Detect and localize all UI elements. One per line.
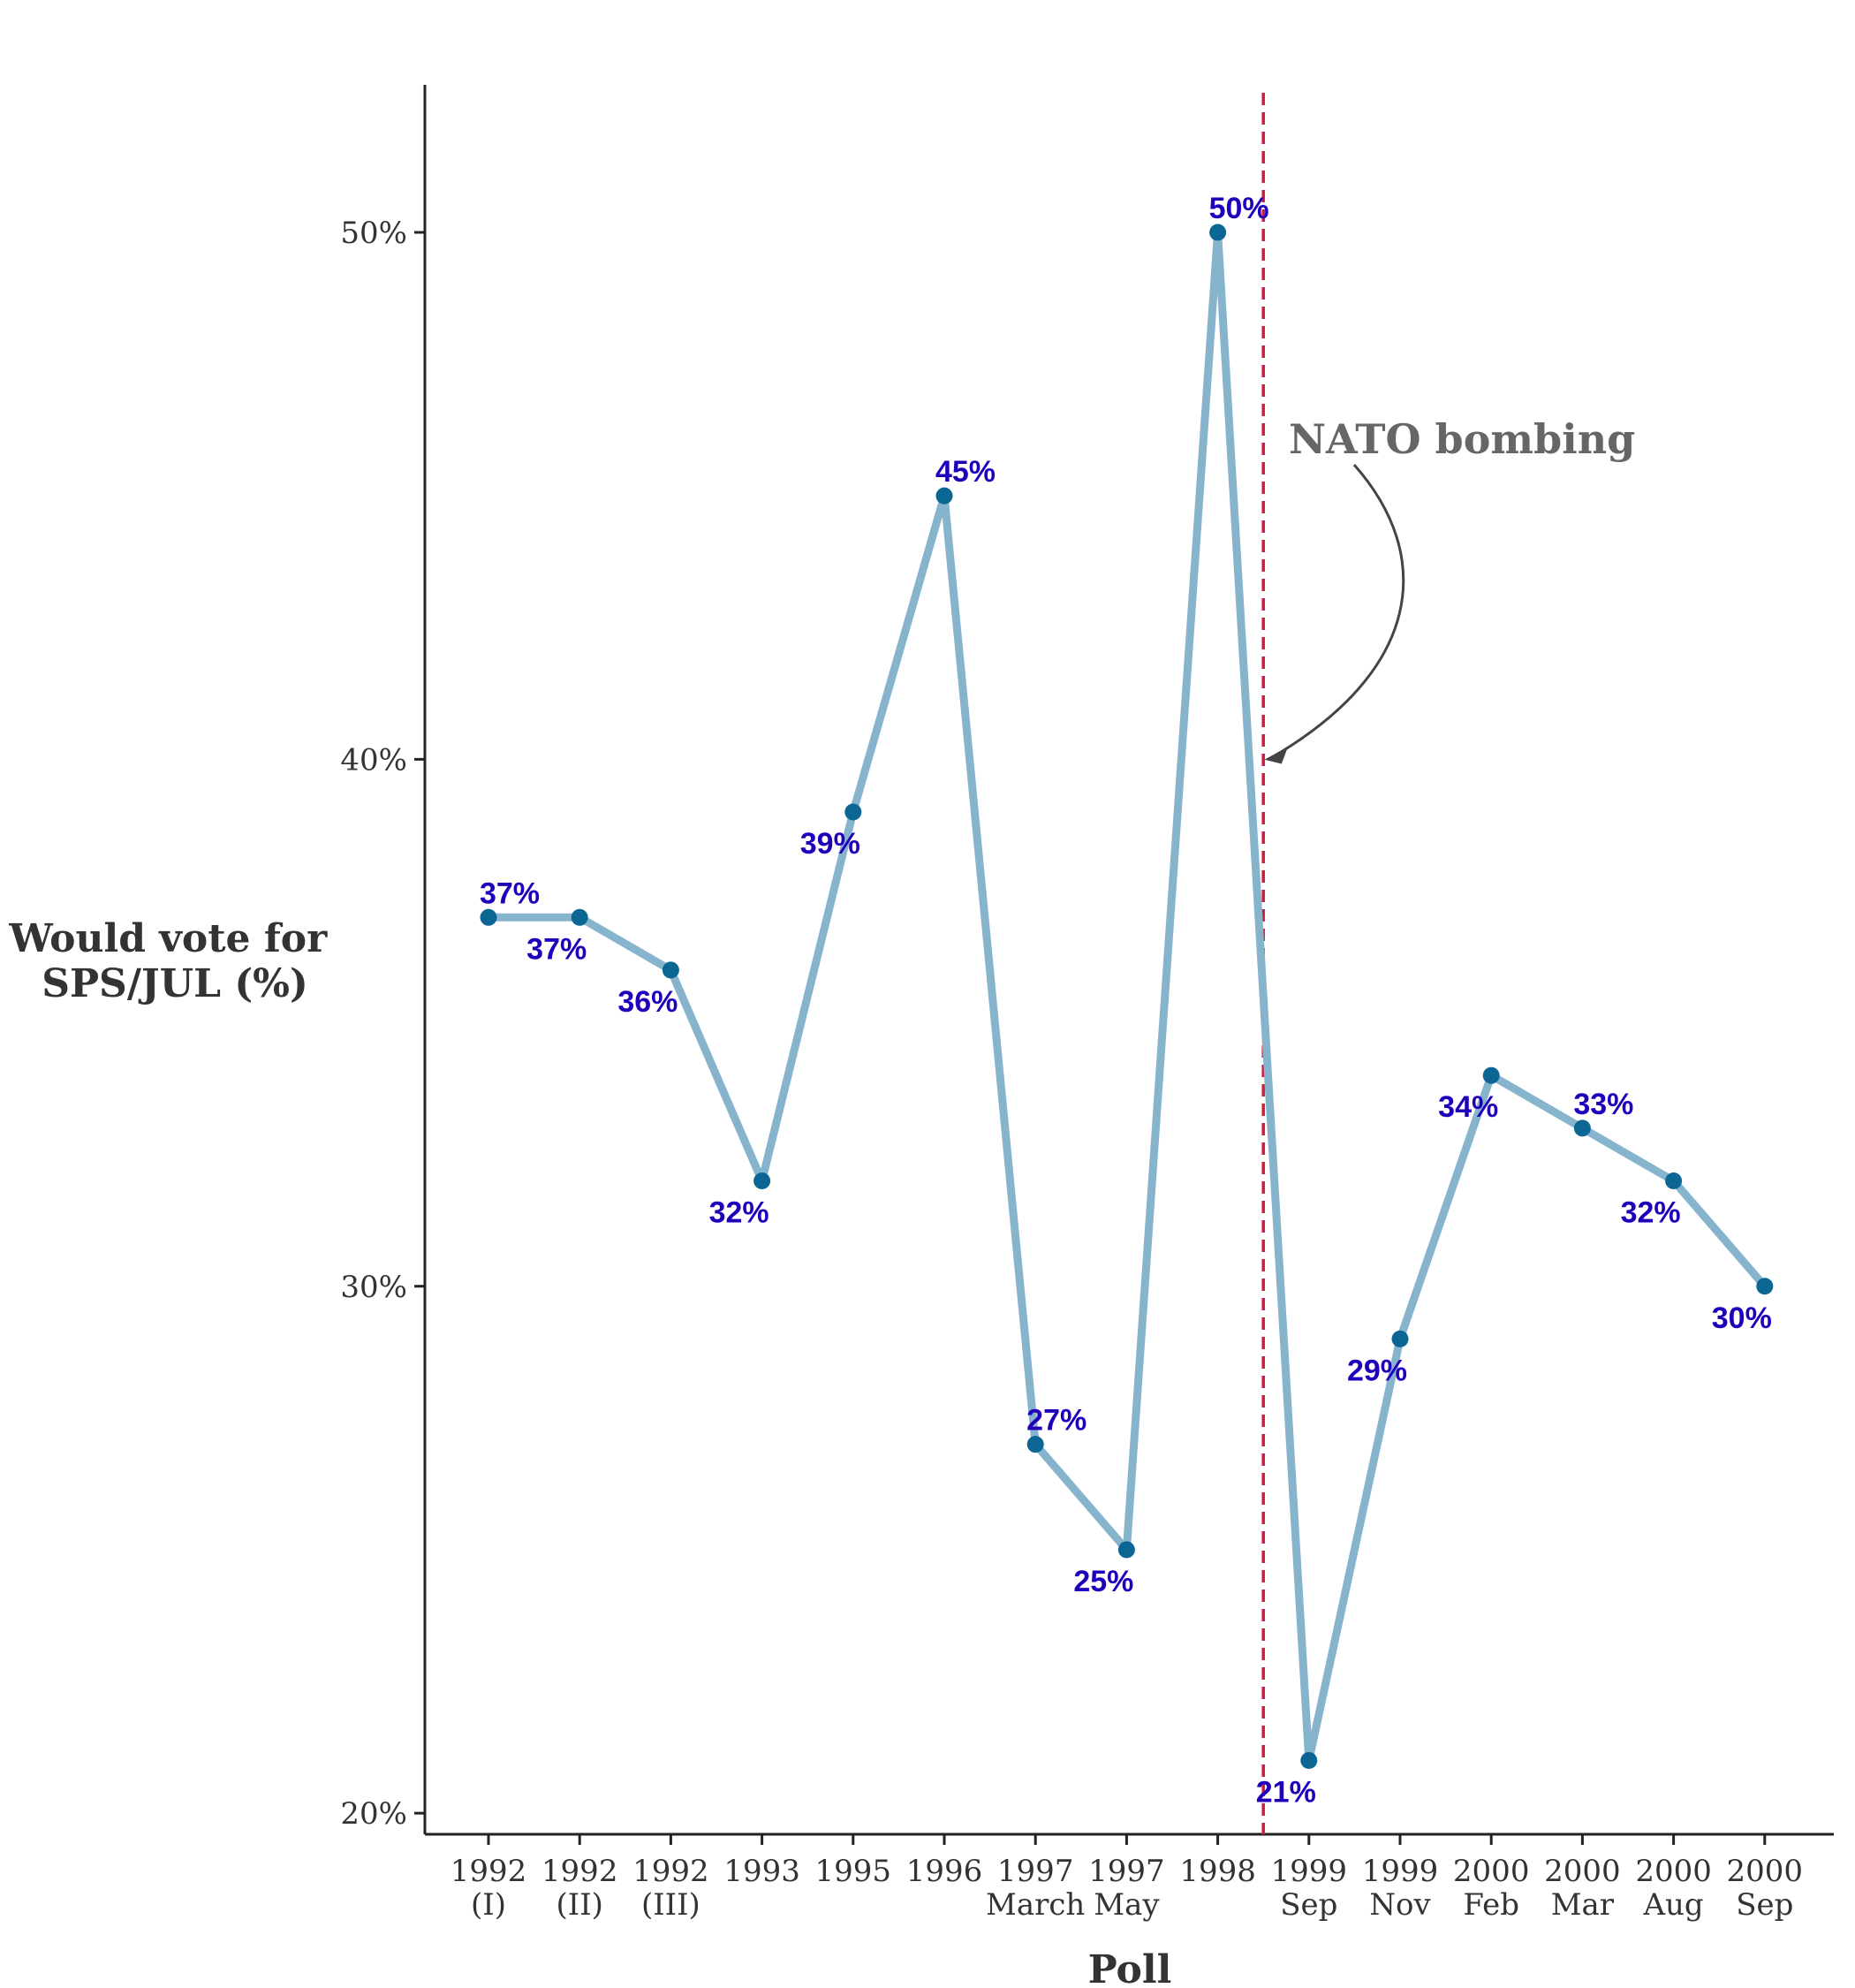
x-tick-label: 1992 (I) [450, 1854, 527, 1923]
data-point [935, 487, 953, 505]
data-label: 27% [1026, 1404, 1086, 1438]
x-tick-label: 1995 [815, 1854, 892, 1889]
data-label: 32% [1621, 1195, 1681, 1229]
data-point [571, 908, 588, 926]
annotation-arrowhead [1264, 747, 1289, 764]
data-label: 34% [1438, 1090, 1498, 1124]
x-tick-label: 1999 Nov [1362, 1854, 1439, 1923]
x-axis: 1992 (I)1992 (II)1992 (III)1993 1995 1996 1997… [425, 1832, 1834, 1923]
y-tick-label: 50% [340, 216, 407, 251]
x-tick-label: 1999 Sep [1271, 1854, 1348, 1923]
data-label: 25% [1073, 1565, 1133, 1598]
data-label: 50% [1209, 192, 1269, 225]
x-ticks: 1992 (I)1992 (II)1992 (III)1993 1995 1996 1997… [450, 1834, 1803, 1923]
data-label: 37% [526, 932, 587, 966]
x-tick-label: 2000 Sep [1727, 1854, 1804, 1923]
data-point [1665, 1172, 1683, 1189]
data-point [1482, 1066, 1500, 1084]
data-point [1391, 1330, 1409, 1347]
y-ticks: 20% 30% 40% 50% [340, 216, 425, 1832]
data-point [1573, 1119, 1591, 1137]
data-point [1026, 1436, 1044, 1453]
x-tick-label: 1997 March [986, 1854, 1085, 1923]
data-label: 39% [800, 827, 860, 861]
y-tick-label: 30% [340, 1270, 407, 1305]
data-label: 29% [1347, 1354, 1407, 1387]
x-tick-label: 1998 [1179, 1854, 1256, 1889]
data-labels: 37% 37% 36% 32% 39% 45% 27% 25% 50% 21% 29% 34% 33% 3… [480, 192, 1772, 1810]
annotation-text: NATO bombing [1289, 415, 1635, 463]
data-point [753, 1172, 771, 1189]
annotation-arrow [1268, 464, 1405, 761]
x-tick-label: 1997 May [1088, 1854, 1165, 1923]
data-label: 37% [480, 876, 540, 910]
data-point [844, 803, 862, 821]
data-point [480, 908, 497, 926]
y-axis-title-line-1: Would vote for [8, 916, 328, 961]
y-axis-title: Would vote for SPS/JUL (%) [8, 916, 340, 1006]
y-tick-label: 40% [340, 742, 407, 778]
y-tick-label: 20% [340, 1796, 407, 1832]
annotation: NATO bombing [1264, 415, 1635, 764]
data-point [1300, 1752, 1318, 1770]
data-point [1209, 224, 1227, 241]
y-axis-title-line-2: SPS/JUL (%) [42, 961, 308, 1006]
x-tick-label: 2000 Feb [1453, 1854, 1530, 1923]
y-axis: 20% 30% 40% 50% [340, 85, 427, 1834]
data-point [1756, 1278, 1774, 1295]
x-tick-label: 2000 Aug [1635, 1854, 1712, 1923]
x-tick-label: 2000 Mar [1544, 1854, 1621, 1923]
data-label: 32% [709, 1195, 769, 1229]
x-tick-label: 1993 [723, 1854, 800, 1889]
data-point [662, 961, 679, 979]
x-tick-label: 1992 (III) [632, 1854, 709, 1923]
data-label: 33% [1573, 1088, 1633, 1121]
x-axis-title: Poll [1088, 1947, 1172, 1988]
data-label: 21% [1256, 1776, 1316, 1810]
data-label: 36% [617, 985, 678, 1019]
data-point [1117, 1541, 1135, 1559]
data-points [480, 224, 1774, 1770]
data-label: 45% [935, 455, 996, 489]
x-tick-label: 1996 [906, 1854, 983, 1889]
x-tick-label: 1992 (II) [541, 1854, 618, 1923]
data-label: 30% [1712, 1301, 1772, 1335]
